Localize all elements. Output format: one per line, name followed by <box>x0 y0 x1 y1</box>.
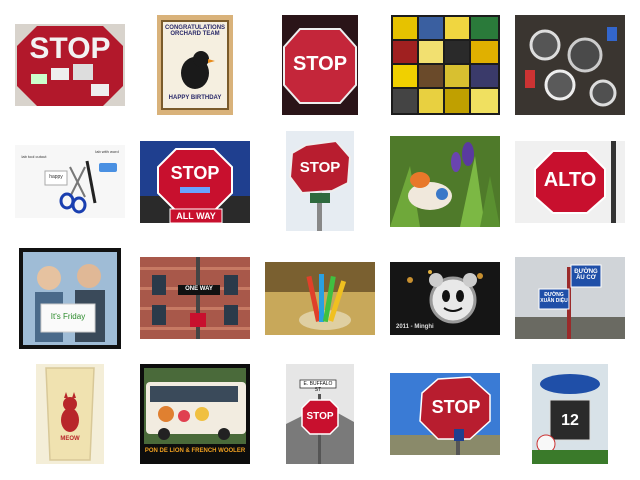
photo-stop-sign-overcast[interactable]: STOP <box>286 131 354 231</box>
photo-stop-sign-blue-sky[interactable]: STOP <box>390 373 500 455</box>
all-way-text: ALL WAY <box>176 211 216 221</box>
photo-stop-e-buffalo[interactable]: E. BUFFALO ST STOP <box>286 364 354 464</box>
photo-colorful-toothbrush[interactable] <box>265 262 375 335</box>
photo-hanging-decorations[interactable] <box>515 15 625 115</box>
jersey-number-text: 12 <box>561 412 579 429</box>
photo-vietnam-street-signs[interactable]: ĐƯỜNG ÂU CƠ ĐƯỜNG XUÂN DIỆU <box>515 257 625 339</box>
alto-text: ALTO <box>543 169 597 191</box>
cutout-label: lab tool cutout <box>21 154 47 159</box>
stop-text: STOP <box>29 32 111 65</box>
au-co-sign-text: ĐƯỜNG ÂU CƠ <box>574 269 598 281</box>
photo-baseball-cake[interactable]: 12 <box>532 364 608 464</box>
meow-text: MEOW <box>60 436 80 442</box>
xuan-dieu-sign-text: ĐƯỜNG XUÂN DIỆU <box>540 292 568 304</box>
one-way-text: ONE WAY <box>185 286 213 292</box>
clock-caption-text: 2011 - Minghi <box>396 324 434 330</box>
card-birthday-text: HAPPY BIRTHDAY <box>168 95 222 101</box>
photo-cat-glass[interactable]: MEOW <box>36 364 104 464</box>
stop-text: STOP <box>431 397 481 417</box>
photo-alarm-clock[interactable]: 2011 - Minghi <box>390 262 500 335</box>
photo-stop-all-way[interactable]: STOP ALL WAY <box>140 141 250 223</box>
photo-orchard-team-card[interactable]: CONGRATULATIONS ORCHARD TEAM HAPPY BIRTH… <box>157 15 233 115</box>
photo-one-way-street[interactable]: ONE WAY <box>140 257 250 339</box>
friday-sign-text: It's Friday <box>50 312 86 321</box>
stop-text: STOP <box>292 53 348 75</box>
photo-pon-de-lion-bus[interactable]: PON DE LION & FRENCH WOOLER <box>140 364 250 464</box>
street-sign-text: E. BUFFALO ST <box>303 381 333 393</box>
stop-text: STOP <box>299 159 341 176</box>
photo-two-men-friday[interactable]: It's Friday <box>19 248 121 349</box>
photo-yellow-collage[interactable] <box>391 15 500 115</box>
bus-caption-text: PON DE LION & FRENCH WOOLER <box>144 448 246 454</box>
photo-flowers-figurine[interactable] <box>390 136 500 227</box>
photo-stop-sign-night[interactable]: STOP <box>282 15 358 115</box>
card-title-text: CONGRATULATIONS ORCHARD TEAM <box>164 25 226 37</box>
word-label: lab with word <box>95 149 119 154</box>
paper-label: happy <box>49 174 63 180</box>
photo-stop-sign-stickers[interactable]: STOP <box>15 24 125 106</box>
photo-alto-sign[interactable]: ALTO <box>515 141 625 223</box>
stop-text: STOP <box>170 163 220 183</box>
photo-scissors-pen-eraser[interactable]: lab tool cutout lab with word happy <box>15 145 125 218</box>
stop-text: STOP <box>306 411 334 422</box>
